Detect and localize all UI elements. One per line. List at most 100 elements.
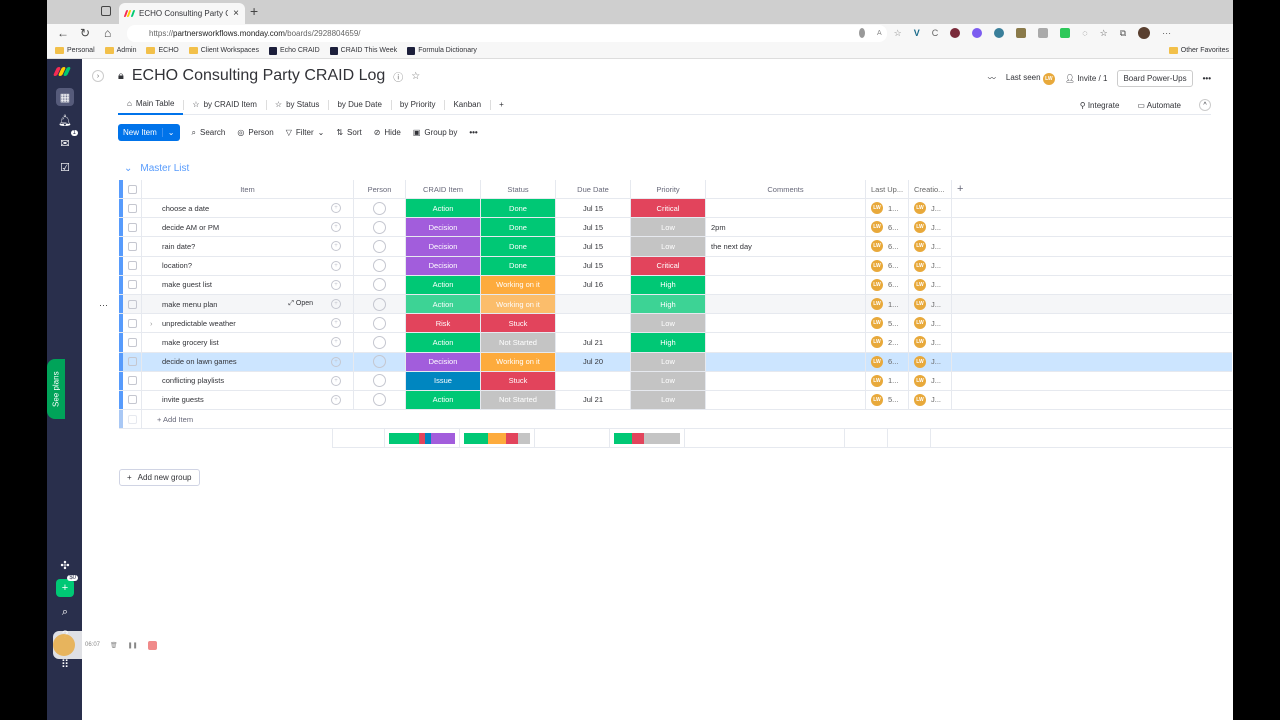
invite-members-icon[interactable]: + $0 [56,575,78,597]
chevron-right-icon[interactable]: › [150,318,153,328]
item-name[interactable]: make grocery list [162,337,219,347]
item-name-cell[interactable]: › unpredictable weather [142,314,319,332]
new-tab-button[interactable]: + [250,3,259,19]
checkbox[interactable] [127,376,137,386]
summary-status[interactable] [460,429,535,448]
browser-tab[interactable]: ECHO Consulting Party CRAID × [119,3,245,24]
row-checkbox-cell[interactable] [123,390,142,410]
craid-cell[interactable]: Decision [406,352,481,371]
tab-kanban[interactable]: Kanban [444,95,490,115]
priority-cell[interactable]: Low [631,237,706,256]
my-work-calendar-icon[interactable]: ☑ [60,161,70,174]
updates-cell[interactable]: + [319,371,354,390]
board-power-ups-button[interactable]: Board Power-Ups [1117,70,1193,87]
item-name[interactable]: make guest list [162,280,213,290]
status-cell[interactable]: Working on it [481,275,556,294]
favorites-icon[interactable]: ☆ [1099,27,1108,38]
priority-cell[interactable]: High [631,333,706,352]
row-checkbox-cell[interactable] [123,218,142,237]
table-row[interactable]: › unpredictable weather + Risk Stuck Low… [119,314,1232,334]
favorite-star-icon[interactable]: ☆ [411,70,421,82]
read-aloud-icon[interactable]: A [877,29,882,37]
table-row[interactable]: conflicting playlists + Issue Stuck Low … [119,371,1232,391]
other-favorites[interactable]: Other Favorites [1168,47,1229,54]
row-checkbox-cell[interactable] [123,199,142,218]
status-cell[interactable]: Done [481,256,556,275]
tab-actions-icon[interactable] [101,6,111,16]
item-name[interactable]: conflicting playlists [162,376,225,386]
tab-by-status[interactable]: ☆ by Status [265,95,329,115]
checkbox[interactable] [127,395,137,405]
add-view-button[interactable]: + [490,95,513,115]
product-switcher-icon[interactable]: ⠿ [60,658,70,671]
item-name[interactable]: make menu plan [162,299,218,309]
status-cell[interactable]: Done [481,199,556,218]
hide-button[interactable]: ⊘ Hide [374,128,401,137]
home-icon[interactable]: ⌂ [104,26,112,40]
craid-cell[interactable]: Decision [406,237,481,256]
add-update-icon[interactable]: + [331,203,341,214]
search-icon[interactable]: ⌕ [61,605,69,618]
table-row[interactable]: choose a date + Action Done Jul 15 Criti… [119,199,1232,219]
checkbox[interactable] [127,280,137,290]
craid-cell[interactable]: Action [406,333,481,352]
updates-cell[interactable]: + [319,294,354,314]
refresh-icon[interactable]: ↻ [80,26,91,40]
add-update-icon[interactable]: + [331,337,341,348]
due-date-cell[interactable]: Jul 16 [556,275,631,294]
add-update-icon[interactable]: + [331,375,341,386]
person-cell[interactable] [354,237,406,256]
bookmark[interactable]: Personal [55,47,95,54]
workspace-grid-icon[interactable]: ▦ [56,88,74,106]
row-checkbox-cell[interactable] [123,333,142,352]
due-date-cell[interactable]: Jul 20 [556,352,631,371]
table-row[interactable]: location? + Decision Done Jul 15 Critica… [119,256,1232,276]
expand-sidebar-button[interactable]: › [92,70,104,82]
due-date-cell[interactable]: Jul 15 [556,218,631,237]
comments-cell[interactable]: the next day [706,237,866,256]
board-menu-icon[interactable]: ••• [1202,74,1211,83]
camera-icon[interactable] [1038,28,1049,38]
checkbox[interactable] [127,357,137,367]
add-column-button[interactable]: + [957,183,964,195]
info-icon[interactable]: ⓘ [393,72,404,84]
person-cell[interactable] [354,294,406,314]
trash-icon[interactable]: 🗑︎ [110,642,118,649]
extension-c-icon[interactable]: C [931,28,939,38]
column-header-due-date[interactable]: Due Date [556,180,631,198]
row-checkbox-cell[interactable] [123,352,142,371]
extension-person-icon[interactable] [994,28,1005,38]
checkbox[interactable] [127,261,137,271]
add-update-icon[interactable]: + [331,356,341,367]
bookmark[interactable]: Formula Dictionary [407,46,477,55]
updates-cell[interactable]: + [319,390,354,410]
priority-cell[interactable]: Low [631,390,706,410]
table-row[interactable]: invite guests + Action Not Started Jul 2… [119,390,1232,411]
comments-cell[interactable] [706,256,866,275]
checkbox[interactable] [127,203,137,213]
row-checkbox-cell[interactable] [123,294,142,314]
add-update-icon[interactable]: + [331,394,341,405]
item-name[interactable]: invite guests [162,395,204,405]
priority-cell[interactable]: Low [631,371,706,390]
notifications-bell-icon[interactable]: 🔔︎ [58,114,72,127]
search-button[interactable]: ⌕ Search [192,128,226,138]
item-name[interactable]: unpredictable weather [162,318,236,328]
priority-cell[interactable]: High [631,275,706,294]
status-cell[interactable]: Working on it [481,294,556,314]
due-date-cell[interactable]: Jul 21 [556,390,631,410]
comments-cell[interactable] [706,294,866,314]
checkbox[interactable] [127,337,137,347]
checkbox[interactable] [127,299,137,309]
row-checkbox-cell[interactable] [123,256,142,275]
status-cell[interactable]: Not Started [481,390,556,410]
item-name-cell[interactable]: make guest list [142,276,319,294]
add-update-icon[interactable]: + [331,279,341,290]
craid-cell[interactable]: Action [406,275,481,294]
column-header-person[interactable]: Person [354,180,406,198]
craid-cell[interactable]: Action [406,390,481,410]
priority-cell[interactable]: High [631,294,706,314]
priority-cell[interactable]: Low [631,352,706,371]
item-name-cell[interactable]: choose a date [142,199,319,217]
status-cell[interactable]: Stuck [481,371,556,390]
